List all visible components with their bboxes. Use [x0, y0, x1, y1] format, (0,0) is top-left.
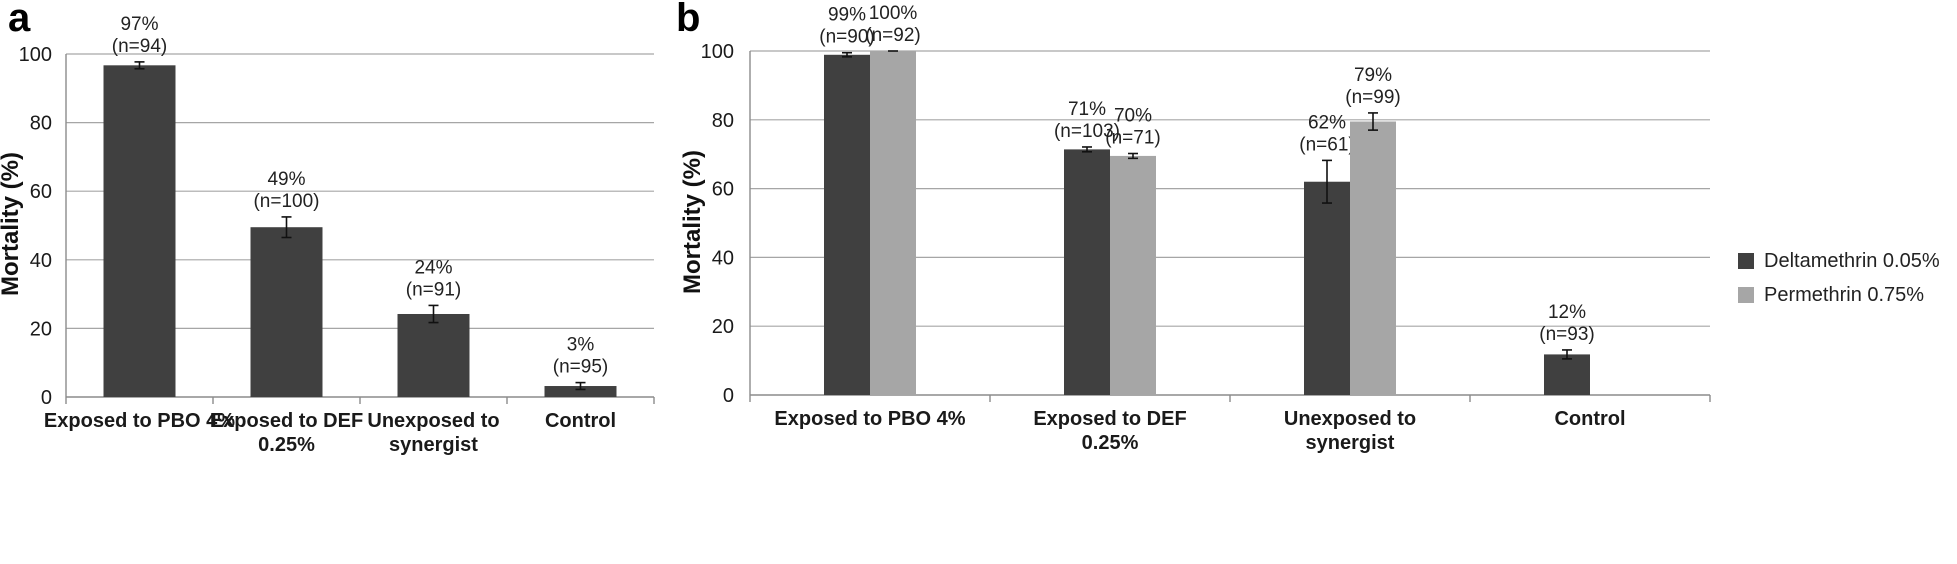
- chart-panel-b: 0 20 40 60 80 100 Mortality (%) Exposed to PBO …: [679, 3, 1711, 454]
- x-tick-label: Exposed to PBO 4%: [774, 408, 965, 430]
- data-label: (n=95): [553, 357, 608, 378]
- x-tick-label: Unexposed to: [1284, 408, 1416, 430]
- legend-item-deltamethrin: Deltamethrin 0.05%: [1738, 244, 1940, 278]
- data-label: 100%: [869, 3, 918, 24]
- y-tick-label: 40: [712, 247, 734, 269]
- bar: [1304, 181, 1350, 395]
- panel-b-letter: b: [676, 0, 701, 40]
- y-tick-label: 20: [712, 316, 734, 338]
- data-label: (n=90): [819, 27, 874, 48]
- data-label: (n=91): [406, 279, 461, 300]
- x-tick-label: 0.25%: [258, 434, 315, 456]
- panel-a-letter: a: [8, 0, 31, 40]
- y-tick-label: 60: [712, 179, 734, 201]
- y-axis-label: Mortality (%): [0, 152, 24, 296]
- data-label: (n=100): [253, 191, 319, 212]
- data-label: (n=61): [1299, 134, 1354, 155]
- y-tick-label: 40: [30, 250, 52, 272]
- legend-item-permethrin: Permethrin 0.75%: [1738, 278, 1940, 312]
- y-tick-label: 80: [30, 113, 52, 135]
- data-label: (n=103): [1054, 121, 1120, 142]
- y-axis-label: Mortality (%): [679, 150, 706, 294]
- bar: [103, 65, 176, 397]
- data-label: 12%: [1548, 302, 1586, 323]
- x-tick-label: Exposed to DEF: [1033, 408, 1186, 430]
- chart-panel-a: 0 20 40 60 80 100 Mortality (%) Exposed to PBO …: [0, 14, 655, 456]
- data-label: (n=94): [112, 36, 167, 57]
- bar: [1544, 354, 1590, 395]
- bar: [544, 386, 617, 397]
- data-label: 3%: [567, 335, 595, 356]
- legend: Deltamethrin 0.05% Permethrin 0.75%: [1738, 244, 1940, 312]
- data-label: 70%: [1114, 106, 1152, 127]
- y-tick-label: 60: [30, 181, 52, 203]
- bar: [250, 227, 323, 397]
- x-tick-label: synergist: [1306, 432, 1395, 454]
- y-tick-label: 20: [30, 318, 52, 340]
- bar: [397, 313, 470, 397]
- data-label: (n=99): [1345, 87, 1400, 108]
- bar: [1350, 121, 1396, 396]
- data-label: (n=71): [1105, 128, 1160, 149]
- bar: [1110, 155, 1156, 395]
- legend-label-deltamethrin: Deltamethrin 0.05%: [1764, 249, 1940, 272]
- x-tick-label: Control: [1554, 408, 1625, 430]
- y-tick-label: 100: [19, 44, 52, 66]
- data-label: (n=93): [1539, 324, 1594, 345]
- x-tick-label: Control: [545, 410, 616, 432]
- data-label: 71%: [1068, 99, 1106, 120]
- x-tick-label: Unexposed to: [367, 410, 499, 432]
- legend-swatch-permethrin: [1738, 287, 1754, 303]
- y-tick-label: 100: [701, 41, 734, 63]
- data-label: (n=92): [865, 25, 920, 46]
- data-label: 24%: [414, 257, 452, 278]
- data-label: 79%: [1354, 65, 1392, 86]
- data-label: 97%: [120, 14, 158, 35]
- data-label: 49%: [267, 169, 305, 190]
- x-tick-label: synergist: [389, 434, 478, 456]
- data-label: 99%: [828, 5, 866, 26]
- y-tick-label: 80: [712, 110, 734, 132]
- legend-label-permethrin: Permethrin 0.75%: [1764, 283, 1925, 306]
- y-tick-label: 0: [41, 387, 52, 409]
- bar: [1064, 149, 1110, 395]
- bar: [824, 54, 870, 396]
- y-tick-label: 0: [723, 385, 734, 407]
- x-tick-label: Exposed to DEF: [210, 410, 363, 432]
- x-tick-label: Exposed to PBO 4%: [44, 410, 235, 432]
- data-label: 62%: [1308, 112, 1346, 133]
- x-tick-label: 0.25%: [1082, 432, 1139, 454]
- bar: [870, 51, 916, 395]
- legend-swatch-deltamethrin: [1738, 253, 1754, 269]
